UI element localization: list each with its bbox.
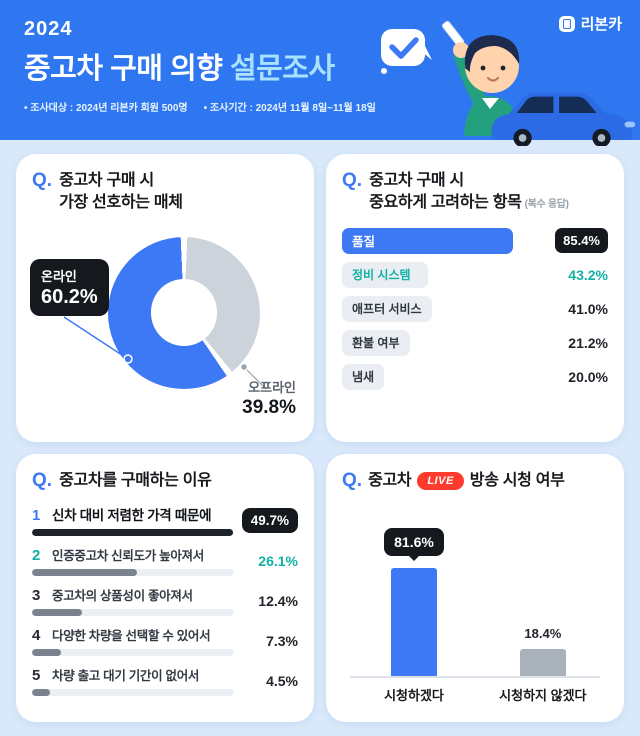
yes-axis-label: 시청하겠다	[384, 687, 444, 703]
brand-logo: 리본카	[558, 13, 622, 34]
reason-bar	[32, 609, 83, 617]
reason-row: 3 중고차의 상품성이 좋아져서 12.4%	[32, 585, 298, 617]
media-title-line1: 중고차 구매 시	[59, 172, 154, 189]
multi-answer-note: (복수 응답)	[524, 199, 569, 211]
live-title-pre: 중고차	[368, 472, 412, 490]
survey-target: • 조사대상 : 2024년 리본카 회원 500명	[24, 103, 188, 114]
reason-value: 4.5%	[266, 672, 298, 689]
header: 2024 중고차 구매 의향 설문조사 • 조사대상 : 2024년 리본카 회…	[0, 0, 640, 146]
offline-label: 오프라인	[248, 379, 296, 395]
q-label: Q.	[32, 170, 53, 191]
factor-value: 43.2%	[568, 266, 608, 283]
man-illustration	[438, 15, 522, 136]
factor-value: 41.0%	[568, 300, 608, 317]
yes-value-bubble: 81.6%	[384, 527, 444, 556]
factors-bar-list: 품질 85.4% 정비 시스템 43.2% 애프터 서비스 41.0% 환불 여…	[342, 227, 608, 390]
reason-value-badge: 49.7%	[241, 507, 298, 533]
media-title-line2: 가장 선호하는 매체	[59, 194, 183, 212]
online-value: 60.2%	[41, 285, 98, 308]
car-illustration	[491, 92, 636, 146]
page-title: 중고차 구매 의향 설문조사	[24, 45, 616, 87]
reasons-list: 1 신차 대비 저렴한 가격 때문에 49.7% 2 인증중고차 신뢰도가 높아져서…	[32, 504, 298, 697]
reason-bar	[32, 649, 62, 657]
rank-number: 1	[32, 507, 41, 525]
reason-row: 5 차량 출고 대기 기간이 없어서 4.5%	[32, 665, 298, 697]
factor-bar: 냄새	[342, 363, 385, 390]
factor-row: 냄새 20.0%	[342, 363, 608, 390]
factor-bar: 애프터 서비스	[342, 295, 432, 322]
live-bar-chart: 81.6% 시청하겠다 18.4% 시청하지 않겠다	[350, 527, 600, 703]
live-title-post: 방송 시청 여부	[469, 472, 565, 490]
rank-number: 4	[32, 627, 41, 645]
cards-grid: Q. 중고차 구매 시 가장 선호하는 매체 온라인 60.2%	[0, 140, 640, 736]
reason-row: 2 인증중고차 신뢰도가 높아져서 26.1%	[32, 545, 298, 577]
card-consideration-factors: Q. 중고차 구매 시 중요하게 고려하는 항목 (복수 응답) 품질 85.4%…	[326, 154, 624, 442]
live-card-title: Q. 중고차 LIVE 방송 시청 여부	[342, 470, 608, 492]
donut-leader-lines	[63, 316, 267, 390]
no-value-label: 18.4%	[524, 625, 562, 641]
factor-row: 환불 여부 21.2%	[342, 329, 608, 356]
factors-card-title: Q. 중고차 구매 시 중요하게 고려하는 항목 (복수 응답)	[342, 170, 608, 215]
media-donut-chart: 온라인 60.2% 오프라인 39.8%	[30, 219, 298, 419]
reason-bar	[32, 689, 51, 697]
online-label: 온라인	[41, 268, 77, 284]
yes-bar	[390, 567, 437, 676]
reason-value: 12.4%	[258, 592, 298, 609]
survey-period: • 조사기간 : 2024년 11월 8일~11월 18일	[203, 103, 376, 114]
bar-group-no: 18.4% 시청하지 않겠다	[499, 528, 586, 703]
factor-value: 21.2%	[568, 334, 608, 351]
reason-value: 26.1%	[258, 552, 298, 569]
factor-bar: 품질	[342, 227, 513, 254]
card-purchase-reasons: Q. 중고차를 구매하는 이유 1 신차 대비 저렴한 가격 때문에 49.7% …	[16, 454, 314, 722]
reason-row: 1 신차 대비 저렴한 가격 때문에 49.7%	[32, 504, 298, 537]
factor-value-badge: 85.4%	[555, 228, 608, 254]
factors-title-line2: 중요하게 고려하는 항목 (복수 응답)	[369, 194, 569, 212]
check-bubble-icon	[381, 29, 432, 74]
factor-bar: 환불 여부	[342, 329, 410, 356]
brand-name: 리본카	[580, 16, 622, 33]
factor-bar: 정비 시스템	[342, 261, 429, 288]
factor-row: 품질 85.4%	[342, 227, 608, 254]
reasons-card-title: Q. 중고차를 구매하는 이유	[32, 470, 298, 492]
factor-value: 20.0%	[568, 368, 608, 385]
q-label: Q.	[342, 470, 363, 491]
survey-meta: • 조사대상 : 2024년 리본카 회원 500명 • 조사기간 : 2024…	[24, 99, 616, 114]
bar-group-yes: 81.6% 시청하겠다	[384, 527, 444, 703]
factors-title-line1: 중고차 구매 시	[369, 172, 464, 189]
rank-number: 5	[32, 667, 41, 685]
rank-number: 2	[32, 547, 41, 565]
page-title-accent: 설문조사	[229, 53, 335, 85]
offline-label-group: 오프라인 39.8%	[242, 377, 296, 419]
no-bar	[519, 648, 566, 676]
q-label: Q.	[342, 170, 363, 191]
offline-value: 39.8%	[242, 396, 296, 418]
reasons-title: 중고차를 구매하는 이유	[59, 472, 212, 489]
factor-row: 정비 시스템 43.2%	[342, 261, 608, 288]
reason-bar	[32, 569, 138, 577]
factor-row: 애프터 서비스 41.0%	[342, 295, 608, 322]
q-label: Q.	[32, 470, 53, 491]
live-badge: LIVE	[417, 471, 464, 490]
reason-bar	[32, 529, 233, 537]
reason-value: 7.3%	[266, 632, 298, 649]
card-live-viewing: Q. 중고차 LIVE 방송 시청 여부 81.6% 시청하겠다 18.4% 시…	[326, 454, 624, 722]
card-preferred-media: Q. 중고차 구매 시 가장 선호하는 매체 온라인 60.2%	[16, 154, 314, 442]
online-label-badge: 온라인 60.2%	[30, 258, 109, 316]
media-donut	[108, 236, 260, 389]
header-year: 2024	[24, 18, 73, 40]
no-axis-label: 시청하지 않겠다	[499, 687, 587, 703]
rank-number: 3	[32, 587, 41, 605]
media-card-title: Q. 중고차 구매 시 가장 선호하는 매체	[32, 170, 298, 215]
page-title-main: 중고차 구매 의향	[24, 53, 230, 85]
brand-logo-icon	[558, 15, 575, 32]
reason-row: 4 다양한 차량을 선택할 수 있어서 7.3%	[32, 625, 298, 657]
